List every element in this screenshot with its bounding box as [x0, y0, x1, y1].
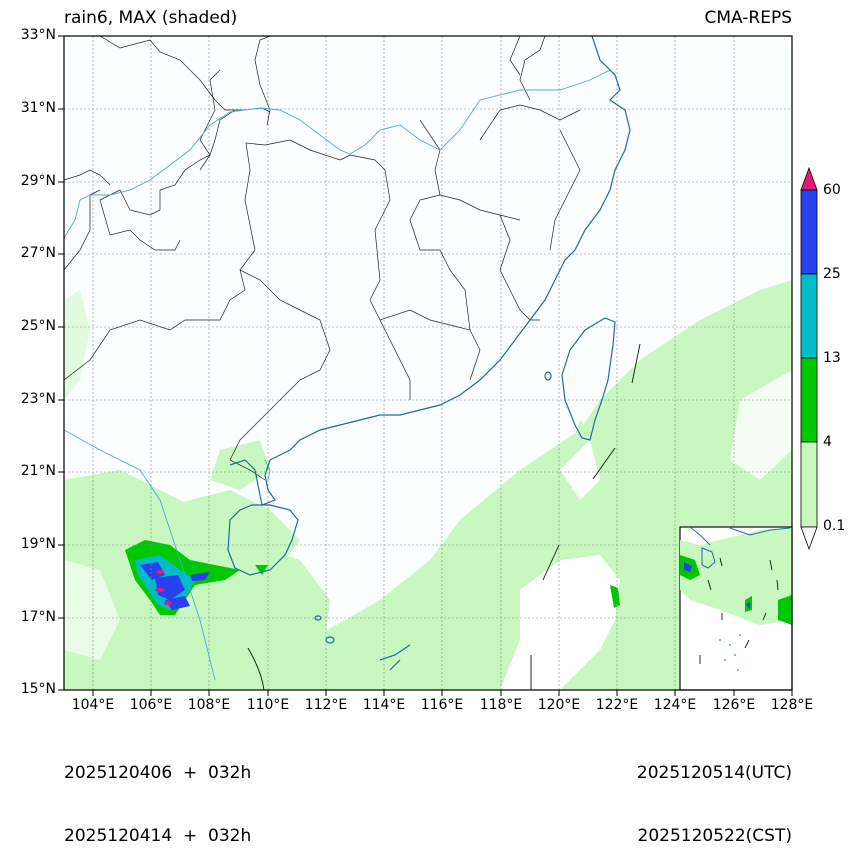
x-tick-label: 108°E [187, 697, 231, 713]
x-tick-label: 114°E [362, 697, 406, 713]
axes-frame [58, 35, 793, 696]
x-tick-label: 124°E [653, 697, 697, 713]
init-time-block: 2025120406 + 032h 2025120414 + 032h [64, 721, 251, 868]
model-source-label: CMA-REPS [704, 8, 792, 28]
x-tick-label: 118°E [479, 697, 523, 713]
rivers [64, 69, 611, 681]
y-tick-label: 21°N [20, 463, 56, 479]
valid-time-cst: 2025120522(CST) [637, 826, 792, 846]
colorbar-label: 13 [823, 350, 841, 366]
heavy-rain-cluster [125, 540, 620, 615]
init-time-utc: 2025120406 + 032h [64, 763, 252, 783]
x-tick-label: 116°E [420, 697, 464, 713]
y-tick-label: 15°N [20, 681, 56, 697]
x-tick-label: 110°E [246, 697, 290, 713]
precipitation-map [58, 35, 818, 696]
x-tick-label: 106°E [129, 697, 173, 713]
colorbar-label: 25 [823, 266, 841, 282]
x-tick-label: 126°E [712, 697, 756, 713]
y-tick-label: 17°N [20, 609, 56, 625]
coastline [227, 36, 631, 671]
x-tick-label: 112°E [304, 697, 348, 713]
y-tick-label: 25°N [20, 318, 56, 334]
y-tick-label: 23°N [20, 391, 56, 407]
colorbar-label: 60 [823, 182, 841, 198]
valid-time-utc: 2025120514(UTC) [636, 763, 792, 783]
x-tick-label: 128°E [770, 697, 814, 713]
colorbar-label: 0.1 [823, 518, 846, 534]
y-tick-label: 31°N [20, 100, 56, 116]
y-tick-label: 27°N [20, 245, 56, 261]
y-tick-label: 19°N [20, 536, 56, 552]
colorbar-label: 4 [823, 434, 832, 450]
south-china-sea-inset [679, 526, 793, 691]
init-time-cst: 2025120414 + 032h [64, 826, 252, 846]
valid-time-block: 2025120514(UTC) 2025120522(CST) [637, 721, 792, 868]
no-rain-gaps [64, 370, 792, 690]
plot-title: rain6, MAX (shaded) [64, 8, 238, 28]
dashed-line-segments [247, 343, 641, 690]
y-tick-label: 29°N [20, 173, 56, 189]
x-tick-label: 104°E [71, 697, 115, 713]
x-tick-label: 122°E [595, 697, 639, 713]
map-area [64, 36, 792, 690]
gridlines [64, 36, 792, 690]
y-tick-label: 33°N [20, 27, 56, 43]
colorbar [800, 166, 818, 551]
province-boundaries [64, 36, 581, 481]
x-tick-label: 120°E [537, 697, 581, 713]
